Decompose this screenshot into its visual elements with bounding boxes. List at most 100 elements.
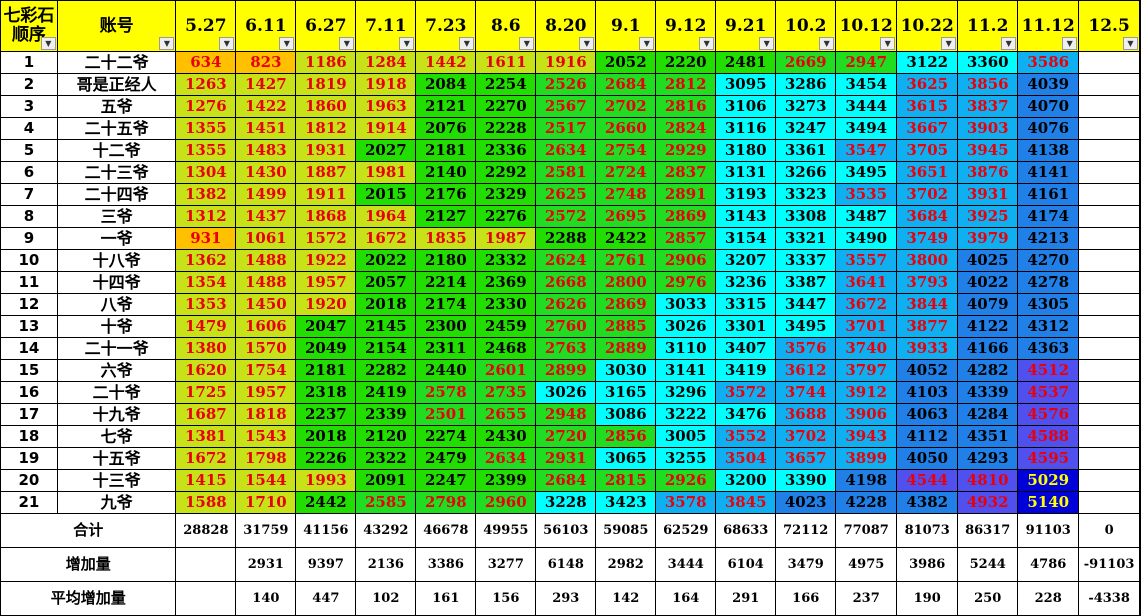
value-cell[interactable]: 4063: [896, 403, 959, 426]
value-cell[interactable]: 634: [175, 51, 237, 74]
value-cell[interactable]: 3702: [775, 425, 837, 448]
seq-cell[interactable]: 1: [0, 51, 58, 74]
value-cell[interactable]: 4070: [1017, 95, 1080, 118]
value-cell[interactable]: 2668: [535, 271, 597, 294]
value-cell[interactable]: 3361: [775, 139, 837, 162]
account-name-cell[interactable]: 二十一爷: [56, 337, 177, 360]
value-cell[interactable]: 4198: [835, 469, 898, 492]
value-cell[interactable]: 3876: [957, 161, 1019, 184]
value-cell[interactable]: 2442: [295, 491, 357, 514]
value-cell[interactable]: 1354: [175, 271, 237, 294]
value-cell[interactable]: 3286: [775, 73, 837, 96]
value-cell[interactable]: 1570: [235, 337, 297, 360]
value-cell[interactable]: [1078, 117, 1140, 140]
value-cell[interactable]: 1362: [175, 249, 237, 272]
header-date[interactable]: 5.27 ▼: [175, 0, 237, 52]
seq-cell[interactable]: 4: [0, 117, 58, 140]
value-cell[interactable]: 1868: [295, 205, 357, 228]
value-cell[interactable]: 1931: [295, 139, 357, 162]
value-cell[interactable]: 2018: [295, 425, 357, 448]
empty-cell[interactable]: [1139, 51, 1141, 74]
value-cell[interactable]: 4284: [957, 403, 1019, 426]
value-cell[interactable]: 3943: [835, 425, 898, 448]
filter-dropdown-icon[interactable]: ▼: [699, 37, 715, 50]
value-cell[interactable]: 2459: [475, 315, 537, 338]
empty-cell[interactable]: [1139, 425, 1141, 448]
summary-value-cell[interactable]: 2136: [355, 547, 417, 582]
value-cell[interactable]: 3657: [775, 447, 837, 470]
seq-cell[interactable]: 9: [0, 227, 58, 250]
filter-dropdown-icon[interactable]: ▼: [519, 37, 535, 50]
header-date[interactable]: 6.11 ▼: [235, 0, 297, 52]
value-cell[interactable]: 3576: [775, 337, 837, 360]
value-cell[interactable]: 1437: [235, 205, 297, 228]
value-cell[interactable]: 3447: [775, 293, 837, 316]
header-date[interactable]: 7.11 ▼: [355, 0, 417, 52]
value-cell[interactable]: 1911: [295, 183, 357, 206]
summary-value-cell[interactable]: [175, 581, 237, 616]
value-cell[interactable]: 2176: [415, 183, 477, 206]
value-cell[interactable]: 3701: [835, 315, 898, 338]
summary-value-cell[interactable]: 2982: [595, 547, 657, 582]
summary-value-cell[interactable]: 228: [1017, 581, 1080, 616]
value-cell[interactable]: 1916: [535, 51, 597, 74]
value-cell[interactable]: 3200: [715, 469, 777, 492]
value-cell[interactable]: 2057: [355, 271, 417, 294]
header-date[interactable]: 6.27 ▼: [295, 0, 357, 52]
value-cell[interactable]: 2684: [595, 73, 657, 96]
value-cell[interactable]: 4103: [896, 381, 959, 404]
summary-value-cell[interactable]: 5244: [957, 547, 1019, 582]
value-cell[interactable]: 3925: [957, 205, 1019, 228]
empty-cell[interactable]: [1139, 315, 1141, 338]
filter-dropdown-icon[interactable]: ▼: [1123, 37, 1138, 50]
summary-value-cell[interactable]: 161: [415, 581, 477, 616]
value-cell[interactable]: 3273: [775, 95, 837, 118]
summary-value-cell[interactable]: -91103: [1078, 547, 1140, 582]
value-cell[interactable]: 1957: [235, 381, 297, 404]
value-cell[interactable]: 3141: [655, 359, 717, 382]
value-cell[interactable]: 4213: [1017, 227, 1080, 250]
value-cell[interactable]: 2084: [415, 73, 477, 96]
seq-cell[interactable]: 5: [0, 139, 58, 162]
summary-value-cell[interactable]: 49955: [475, 513, 537, 548]
value-cell[interactable]: 1263: [175, 73, 237, 96]
value-cell[interactable]: 2220: [655, 51, 717, 74]
value-cell[interactable]: 3744: [775, 381, 837, 404]
value-cell[interactable]: 2800: [595, 271, 657, 294]
value-cell[interactable]: 4363: [1017, 337, 1080, 360]
account-name-cell[interactable]: 九爷: [56, 491, 177, 514]
empty-cell[interactable]: [1139, 139, 1141, 162]
value-cell[interactable]: 3390: [775, 469, 837, 492]
value-cell[interactable]: 1380: [175, 337, 237, 360]
value-cell[interactable]: 1981: [355, 161, 417, 184]
value-cell[interactable]: 1479: [175, 315, 237, 338]
value-cell[interactable]: 1672: [175, 447, 237, 470]
value-cell[interactable]: 4382: [896, 491, 959, 514]
value-cell[interactable]: 1606: [235, 315, 297, 338]
value-cell[interactable]: 4022: [957, 271, 1019, 294]
value-cell[interactable]: 1860: [295, 95, 357, 118]
value-cell[interactable]: 2501: [415, 403, 477, 426]
value-cell[interactable]: 2567: [535, 95, 597, 118]
value-cell[interactable]: 2282: [355, 359, 417, 382]
summary-value-cell[interactable]: 3386: [415, 547, 477, 582]
value-cell[interactable]: 2440: [415, 359, 477, 382]
value-cell[interactable]: 2468: [475, 337, 537, 360]
account-name-cell[interactable]: 二十三爷: [56, 161, 177, 184]
summary-value-cell[interactable]: 3444: [655, 547, 717, 582]
summary-value-cell[interactable]: 291: [715, 581, 777, 616]
value-cell[interactable]: 2581: [535, 161, 597, 184]
value-cell[interactable]: 2816: [655, 95, 717, 118]
value-cell[interactable]: 3578: [655, 491, 717, 514]
value-cell[interactable]: 1543: [235, 425, 297, 448]
seq-cell[interactable]: 17: [0, 403, 58, 426]
empty-cell[interactable]: [1139, 117, 1141, 140]
value-cell[interactable]: 3030: [595, 359, 657, 382]
value-cell[interactable]: 2948: [535, 403, 597, 426]
value-cell[interactable]: [1078, 381, 1140, 404]
value-cell[interactable]: 1588: [175, 491, 237, 514]
value-cell[interactable]: 2960: [475, 491, 537, 514]
value-cell[interactable]: 2824: [655, 117, 717, 140]
value-cell[interactable]: 2634: [475, 447, 537, 470]
value-cell[interactable]: 3612: [775, 359, 837, 382]
